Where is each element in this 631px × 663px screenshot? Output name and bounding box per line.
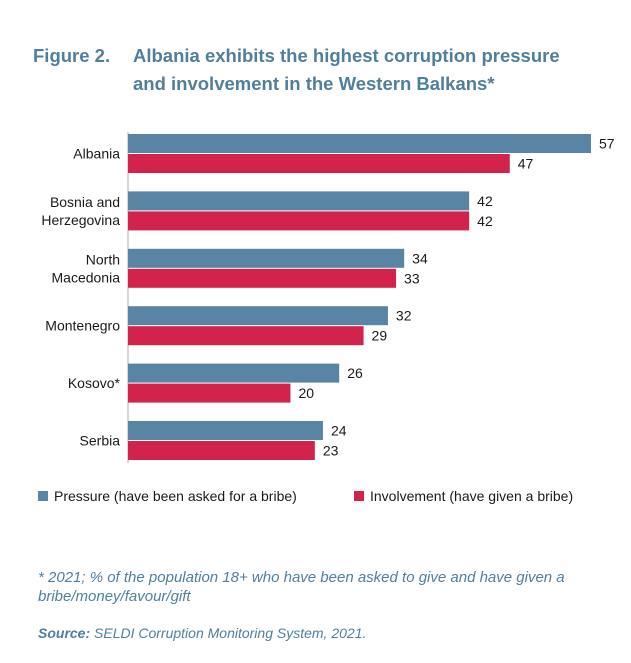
- figure-title: Albania exhibits the highest corruption …: [133, 42, 613, 98]
- bar-pressure: [128, 363, 340, 383]
- bar-chart: Albania 57 47 Bosnia and Herzegovina 42 42 Nort…: [41, 132, 615, 463]
- data-label: 29: [372, 328, 388, 344]
- bar-involvement: [128, 441, 315, 460]
- source-text: SELDI Corruption Monitoring System, 2021…: [90, 625, 367, 641]
- bar-pressure: [128, 134, 591, 153]
- data-label: 42: [477, 193, 493, 209]
- data-label: 24: [331, 423, 347, 439]
- bar-involvement: [128, 383, 291, 403]
- figure-title-line-1: Albania exhibits the highest corruption …: [133, 45, 560, 66]
- bar-pressure: [128, 421, 323, 440]
- bar-pressure: [128, 191, 470, 211]
- legend-swatch-pressure: [38, 491, 48, 501]
- legend-item-pressure: Pressure (have been asked for a bribe): [38, 488, 297, 504]
- legend-swatch-involvement: [354, 491, 364, 501]
- category-label: Herzegovina: [41, 212, 120, 228]
- data-label: 34: [412, 250, 428, 266]
- legend-label-pressure: Pressure (have been asked for a bribe): [54, 488, 297, 504]
- category-label: Bosnia and: [50, 194, 120, 210]
- category-label: Serbia: [80, 433, 121, 449]
- data-label: 23: [323, 443, 339, 459]
- bar-involvement: [128, 326, 364, 346]
- bar-pressure: [128, 248, 405, 268]
- data-label: 42: [477, 213, 493, 229]
- category-label: Kosovo*: [68, 375, 121, 391]
- source-label: Source:: [38, 625, 91, 641]
- category-label: North: [86, 251, 120, 267]
- bar-involvement: [128, 211, 470, 231]
- data-label: 32: [396, 308, 412, 324]
- data-label: 57: [599, 136, 615, 152]
- bar-involvement: [128, 154, 510, 173]
- category-label: Albania: [73, 146, 120, 162]
- legend-item-involvement: Involvement (have given a bribe): [354, 488, 573, 504]
- data-label: 20: [298, 385, 314, 401]
- legend-label-involvement: Involvement (have given a bribe): [370, 488, 574, 504]
- figure-title-line-2: and involvement in the Western Balkans*: [133, 73, 495, 94]
- data-label: 47: [518, 156, 534, 172]
- figure-number: Figure 2.: [33, 45, 111, 66]
- category-label: Macedonia: [52, 269, 121, 285]
- data-label: 33: [404, 270, 420, 286]
- footnote: * 2021; % of the population 18+ who have…: [38, 569, 565, 605]
- bar-pressure: [128, 306, 388, 326]
- category-label: Montenegro: [45, 318, 120, 334]
- bar-involvement: [128, 268, 397, 288]
- source-note: Source: SELDI Corruption Monitoring Syst…: [38, 625, 598, 641]
- data-label: 26: [347, 365, 363, 381]
